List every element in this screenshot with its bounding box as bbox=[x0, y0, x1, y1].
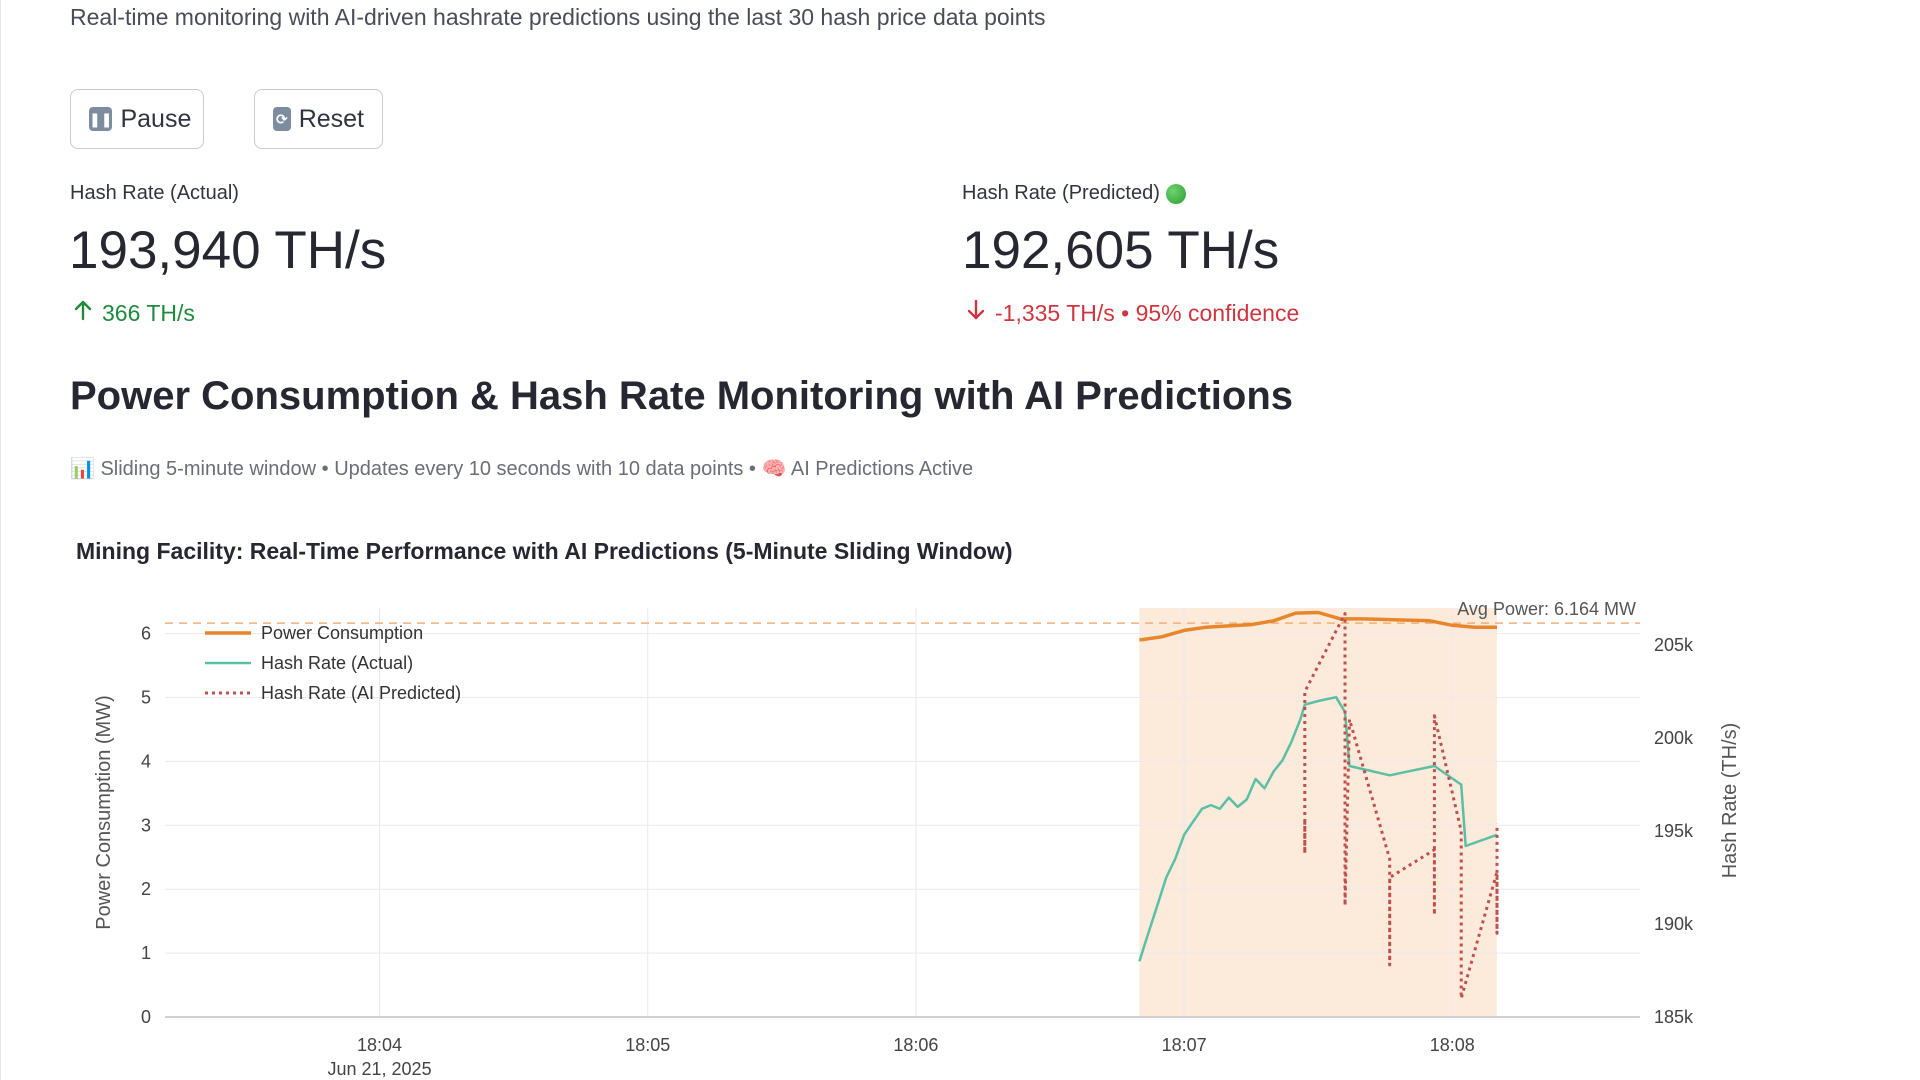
y-right-axis-title: Hash Rate (TH/s) bbox=[1719, 723, 1741, 879]
arrow-up-icon bbox=[72, 299, 94, 327]
actual-hashrate-delta-text: 366 TH/s bbox=[102, 299, 195, 326]
y-right-tick-label: 195k bbox=[1654, 821, 1694, 841]
y-left-tick-label: 3 bbox=[141, 815, 151, 835]
actual-hashrate-value: 193,940 TH/s bbox=[69, 221, 387, 280]
actual-hashrate-label: Hash Rate (Actual) bbox=[70, 182, 239, 205]
y-right-tick-label: 205k bbox=[1654, 635, 1694, 655]
reset-button[interactable]: ⟳ Reset bbox=[254, 89, 383, 149]
pause-button-label: Pause bbox=[120, 104, 192, 133]
y-left-tick-label: 2 bbox=[141, 879, 151, 899]
predicted-hashrate-delta-text: -1,335 TH/s • 95% confidence bbox=[995, 299, 1300, 326]
predicted-hashrate-label-text: Hash Rate (Predicted) bbox=[962, 182, 1160, 204]
page-left-edge bbox=[0, 0, 1, 1080]
shaded-window bbox=[1139, 608, 1497, 1017]
y-right-tick-label: 190k bbox=[1654, 914, 1694, 934]
chart-card bbox=[70, 515, 1830, 1080]
y-left-tick-label: 0 bbox=[141, 1007, 151, 1027]
y-left-tick-label: 1 bbox=[141, 943, 151, 963]
y-right-tick-label: 185k bbox=[1654, 1007, 1694, 1027]
reset-button-label: Reset bbox=[298, 104, 364, 133]
x-date-label: Jun 21, 2025 bbox=[327, 1059, 431, 1079]
y-right-tick-label: 200k bbox=[1654, 728, 1694, 748]
avg-power-annotation: Avg Power: 6.164 MW bbox=[1457, 599, 1636, 619]
y-left-tick-label: 4 bbox=[141, 751, 151, 771]
pause-icon: ❚❚ bbox=[89, 107, 113, 131]
legend-label: Hash Rate (AI Predicted) bbox=[261, 683, 461, 703]
series-hash-rate-predicted bbox=[1303, 612, 1499, 1000]
page-subtitle: Real-time monitoring with AI-driven hash… bbox=[70, 4, 1046, 30]
predicted-hashrate-value: 192,605 TH/s bbox=[962, 221, 1280, 280]
section-title: Power Consumption & Hash Rate Monitoring… bbox=[70, 374, 1294, 418]
y-left-tick-label: 6 bbox=[141, 624, 151, 644]
x-tick-label: 18:08 bbox=[1430, 1035, 1475, 1055]
refresh-icon: ⟳ bbox=[273, 107, 291, 131]
x-tick-label: 18:04 bbox=[357, 1035, 402, 1055]
actual-hashrate-label-text: Hash Rate (Actual) bbox=[70, 182, 239, 204]
pause-button[interactable]: ❚❚ Pause bbox=[70, 89, 204, 149]
status-green-dot-icon bbox=[1165, 183, 1186, 204]
y-left-axis-title: Power Consumption (MW) bbox=[93, 695, 115, 930]
actual-hashrate-delta: 366 TH/s bbox=[72, 299, 195, 327]
series-power-consumption bbox=[1139, 610, 1497, 642]
x-tick-label: 18:05 bbox=[625, 1035, 670, 1055]
predicted-hashrate-delta: -1,335 TH/s • 95% confidence bbox=[965, 299, 1299, 327]
arrow-down-icon bbox=[965, 299, 987, 327]
x-tick-label: 18:06 bbox=[893, 1035, 938, 1055]
legend-label: Power Consumption bbox=[261, 623, 423, 643]
legend-label: Hash Rate (Actual) bbox=[261, 653, 413, 673]
section-caption: 📊 Sliding 5-minute window • Updates ever… bbox=[70, 458, 974, 480]
chart-title: Mining Facility: Real-Time Performance w… bbox=[76, 538, 1013, 564]
series-hash-rate-actual bbox=[1138, 695, 1498, 962]
y-left-tick-label: 5 bbox=[141, 687, 151, 707]
predicted-hashrate-label: Hash Rate (Predicted) bbox=[962, 182, 1186, 205]
x-tick-label: 18:07 bbox=[1162, 1035, 1207, 1055]
